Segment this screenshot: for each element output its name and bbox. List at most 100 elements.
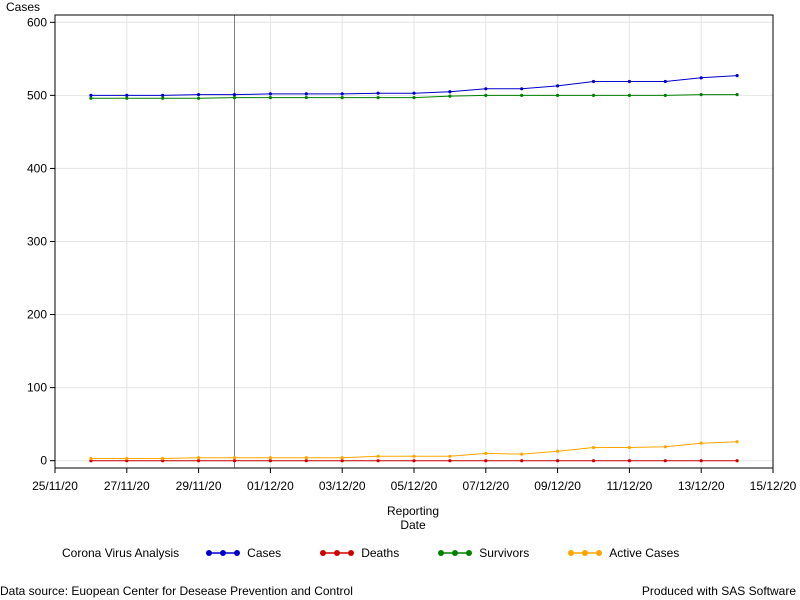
data-point-survivors [520, 93, 524, 97]
legend: Corona Virus Analysis Cases Deaths Survi… [62, 544, 717, 562]
data-point-active-cases [591, 445, 596, 450]
data-point-deaths [627, 459, 632, 463]
data-point-cases [340, 92, 344, 96]
data-point-cases [304, 92, 308, 96]
data-point-cases [197, 93, 201, 97]
data-point-deaths [484, 459, 488, 463]
data-point-deaths [663, 459, 667, 463]
x-tick-label: 03/12/20 [319, 479, 366, 493]
data-point-deaths [89, 459, 93, 463]
data-point-survivors [448, 94, 452, 98]
data-point-active-cases [735, 440, 739, 444]
legend-swatch-survivors [438, 550, 473, 556]
data-point-cases [699, 76, 703, 80]
legend-item-deaths: Deaths [319, 546, 399, 560]
legend-swatch-deaths [320, 550, 355, 556]
legend-label-cases: Cases [247, 546, 282, 560]
data-point-survivors [699, 93, 703, 97]
data-point-active-cases [89, 456, 93, 461]
legend-item-survivors: Survivors [437, 546, 529, 560]
data-point-deaths [376, 459, 380, 463]
y-tick-label: 0 [40, 454, 47, 468]
data-point-cases [663, 79, 667, 84]
data-point-cases [627, 79, 632, 84]
x-axis-label-line-2: Date [400, 518, 426, 532]
data-point-deaths [197, 459, 201, 463]
data-point-active-cases [340, 456, 344, 460]
data-point-survivors [556, 93, 560, 97]
data-point-survivors [412, 95, 416, 100]
data-point-survivors [197, 96, 201, 100]
legend-swatch-active-cases [568, 550, 603, 556]
data-point-deaths [268, 459, 272, 463]
data-point-deaths [556, 459, 560, 463]
data-point-active-cases [520, 452, 524, 456]
data-point-deaths [304, 459, 308, 463]
data-point-survivors [663, 93, 667, 97]
data-point-active-cases [197, 456, 201, 460]
data-point-survivors [232, 95, 237, 100]
produced-with-note: Produced with SAS Software [641, 584, 796, 598]
data-source-note: Data source: Euopean Center for Desease … [0, 584, 353, 598]
x-axis-label: Reporting Date [385, 504, 441, 532]
data-point-active-cases [699, 441, 703, 445]
data-point-survivors [340, 95, 344, 100]
data-point-deaths [699, 459, 703, 463]
data-point-active-cases [304, 456, 308, 460]
data-point-survivors [591, 93, 596, 97]
data-point-cases [161, 93, 165, 97]
data-point-survivors [125, 96, 129, 100]
data-point-survivors [268, 95, 272, 100]
y-axis-label: Cases [6, 0, 41, 14]
data-point-deaths [232, 459, 237, 463]
legend-item-cases: Cases [205, 546, 281, 560]
data-point-active-cases [448, 454, 452, 458]
data-point-cases [520, 87, 524, 91]
x-tick-label: 13/12/20 [678, 479, 725, 493]
x-axis-label-line-1: Reporting [386, 504, 440, 518]
data-point-active-cases [376, 454, 380, 458]
x-tick-label: 01/12/20 [247, 479, 294, 493]
data-point-cases [484, 87, 488, 91]
y-tick-label: 600 [27, 15, 47, 29]
data-point-active-cases [627, 445, 632, 450]
legend-item-active-cases: Active Cases [567, 546, 679, 560]
data-point-deaths [591, 459, 596, 463]
legend-swatch-cases [206, 550, 241, 556]
data-point-survivors [735, 93, 739, 97]
data-point-cases [268, 92, 272, 96]
data-point-survivors [484, 93, 488, 97]
data-point-survivors [89, 96, 93, 100]
data-point-active-cases [161, 456, 165, 461]
data-point-active-cases [125, 456, 129, 461]
legend-label-active-cases: Active Cases [609, 546, 680, 560]
y-tick-label: 400 [27, 161, 47, 175]
y-tick-label: 500 [27, 88, 47, 102]
data-point-active-cases [268, 456, 272, 460]
data-point-deaths [735, 459, 739, 463]
x-tick-label: 15/12/20 [750, 479, 797, 493]
data-point-deaths [448, 459, 452, 463]
x-tick-label: 29/11/20 [176, 479, 222, 493]
data-point-survivors [627, 93, 632, 97]
x-tick-label: 07/12/20 [462, 479, 509, 493]
data-point-cases [89, 93, 93, 97]
y-tick-label: 200 [27, 308, 47, 322]
legend-label-survivors: Survivors [479, 546, 530, 560]
data-point-cases [591, 79, 596, 84]
data-point-cases [556, 84, 560, 88]
data-point-deaths [340, 459, 344, 463]
data-point-cases [376, 91, 380, 95]
data-point-active-cases [412, 454, 416, 458]
data-point-survivors [376, 95, 380, 100]
y-tick-label: 100 [27, 381, 47, 395]
data-point-cases [412, 91, 416, 95]
data-point-survivors [304, 95, 308, 100]
data-point-cases [125, 93, 129, 97]
x-tick-label: 05/12/20 [391, 479, 438, 493]
legend-label-deaths: Deaths [361, 546, 400, 560]
data-point-survivors [161, 96, 165, 100]
data-point-deaths [412, 459, 416, 463]
data-point-active-cases [232, 456, 237, 460]
